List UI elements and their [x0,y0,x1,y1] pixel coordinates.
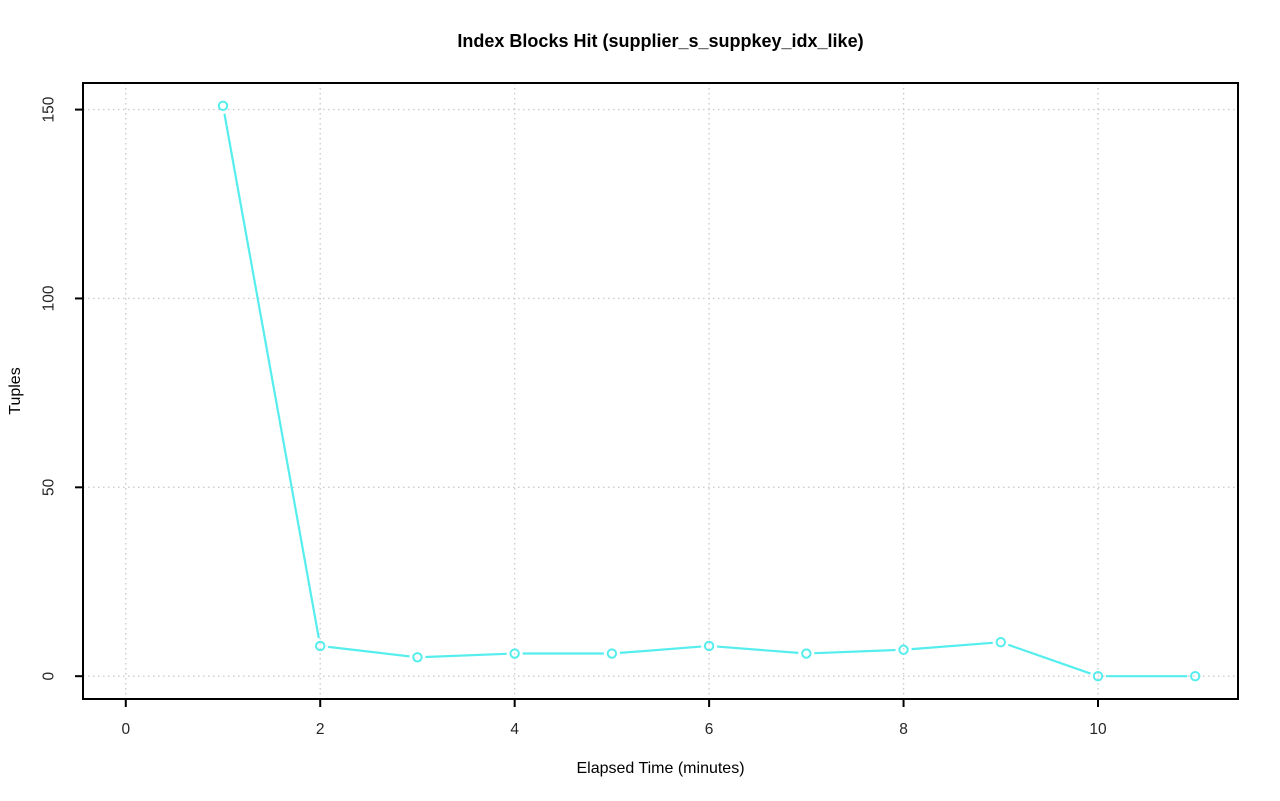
x-tick-label: 4 [510,721,519,738]
series-line-segment [717,645,799,654]
plot-box [82,82,1239,700]
series-line-segment [619,645,702,654]
x-tick-label: 2 [316,721,325,738]
data-point-marker [509,648,520,659]
x-tick-label: 8 [899,721,908,738]
series-line-segment [911,641,993,651]
series-line-segment [223,113,320,639]
series-line-segment [425,652,507,659]
data-point-marker [1190,670,1201,682]
data-point-marker [898,644,909,655]
data-point-marker [995,636,1006,648]
x-tick-label: 6 [705,721,714,738]
x-axis-label: Elapsed Time (minutes) [576,760,745,777]
chart-title: Index Blocks Hit (supplier_s_suppkey_idx… [457,31,864,51]
series-line-segment [328,645,410,658]
data-point-marker [217,100,229,112]
data-point-marker [315,640,326,652]
data-point-marker [801,648,812,659]
x-tick-label: 0 [121,721,130,738]
data-point-marker [412,652,423,663]
series-line-segment [814,648,896,655]
x-tick-label: 10 [1089,721,1107,738]
series-line-segment [1007,643,1091,675]
data-point-marker [703,640,715,652]
data-point-marker [606,648,618,659]
y-axis-label: Tuples [7,367,24,415]
y-tick-label: 150 [40,96,57,122]
y-tick-label: 100 [40,285,57,311]
y-tick-label: 50 [40,478,57,496]
y-tick-label: 0 [40,671,57,680]
data-point-marker [1092,670,1104,682]
